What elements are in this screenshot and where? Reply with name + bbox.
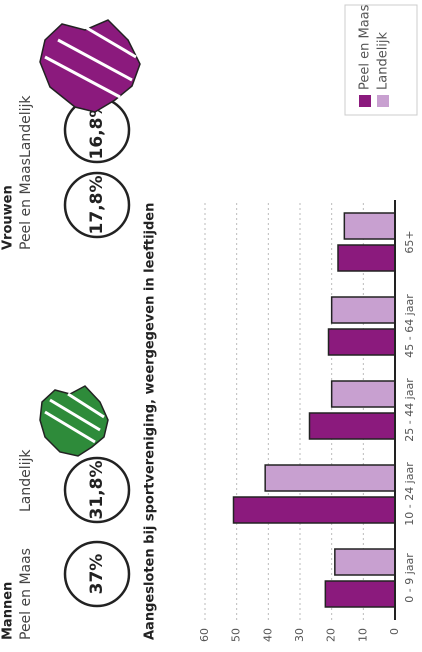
bar bbox=[334, 548, 396, 576]
bar bbox=[337, 244, 396, 272]
legend-label: Peel en Maas bbox=[358, 4, 373, 90]
y-tick-label: 60 bbox=[198, 628, 211, 642]
map bbox=[39, 19, 141, 113]
x-tick-label: 65+ bbox=[403, 230, 416, 253]
chart-title: Aangesloten bij sportvereniging, weergeg… bbox=[143, 203, 158, 640]
y-tick-label: 50 bbox=[230, 628, 243, 642]
bar bbox=[232, 496, 396, 524]
circle bbox=[63, 540, 131, 608]
map-hatch bbox=[44, 392, 105, 444]
bar bbox=[330, 380, 396, 408]
y-tick-label: 10 bbox=[356, 628, 369, 642]
x-tick-label: 10 - 24 jaar bbox=[403, 462, 416, 526]
legend-label: Landelijk bbox=[376, 31, 391, 90]
bar bbox=[264, 464, 396, 492]
national-value: 31,8% bbox=[87, 461, 107, 520]
section-title: Mannen bbox=[1, 582, 16, 640]
circle bbox=[63, 456, 131, 524]
x-tick-label: 0 - 9 jaar bbox=[403, 553, 416, 603]
local-label: Peel en Maas bbox=[18, 548, 34, 640]
local-value: 17,8% bbox=[87, 176, 107, 235]
circle bbox=[63, 171, 131, 239]
legend-swatch bbox=[359, 95, 371, 107]
bar bbox=[327, 328, 396, 356]
y-tick-label: 30 bbox=[293, 628, 306, 642]
bar bbox=[343, 212, 396, 240]
map-hatch bbox=[44, 25, 137, 99]
local-label: Peel en Maas bbox=[18, 158, 34, 250]
legend-swatch bbox=[377, 95, 389, 107]
national-label: Landelijk bbox=[18, 449, 34, 512]
national-value: 16,8% bbox=[87, 101, 107, 160]
y-tick-label: 20 bbox=[325, 628, 338, 642]
bar bbox=[330, 296, 396, 324]
section-title: Vrouwen bbox=[1, 185, 16, 250]
y-tick-label: 0 bbox=[388, 628, 401, 635]
x-tick-label: 25 - 44 jaar bbox=[403, 378, 416, 442]
bar bbox=[308, 412, 396, 440]
y-tick-label: 40 bbox=[261, 628, 274, 642]
x-tick-label: 45 - 64 jaar bbox=[403, 294, 416, 358]
legend-box bbox=[344, 4, 418, 116]
national-label: Landelijk bbox=[18, 95, 34, 158]
local-value: 37% bbox=[87, 554, 107, 595]
bar bbox=[324, 580, 396, 608]
